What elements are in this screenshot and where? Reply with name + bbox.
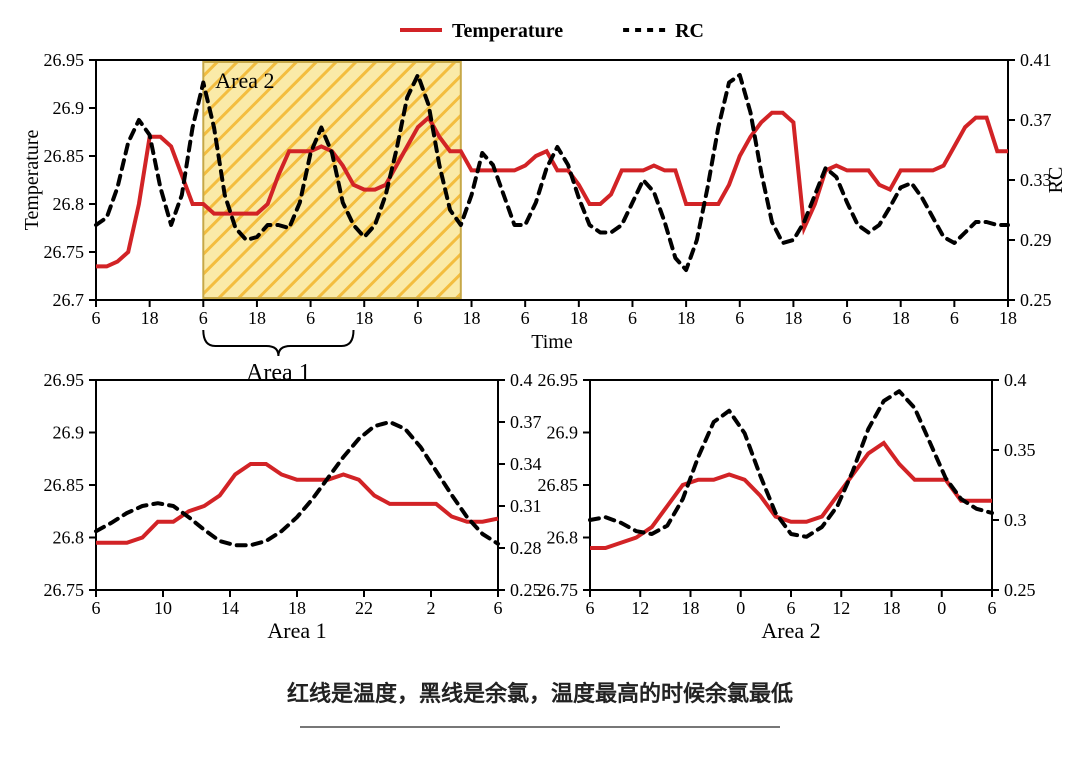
svg-text:Area 2: Area 2: [761, 618, 820, 643]
svg-text:26.8: 26.8: [547, 528, 579, 548]
svg-text:6: 6: [306, 308, 315, 328]
svg-text:26.9: 26.9: [53, 423, 85, 443]
svg-text:0.31: 0.31: [510, 496, 542, 516]
svg-text:26.75: 26.75: [44, 580, 85, 600]
caption-underline: [300, 726, 780, 728]
svg-text:0.4: 0.4: [510, 370, 533, 390]
svg-text:26.9: 26.9: [53, 98, 85, 118]
svg-text:0.25: 0.25: [1020, 290, 1052, 310]
svg-text:26.8: 26.8: [53, 528, 85, 548]
svg-text:Temperature: Temperature: [21, 129, 43, 230]
svg-text:0.37: 0.37: [1020, 110, 1052, 130]
svg-text:18: 18: [248, 308, 266, 328]
svg-text:10: 10: [154, 598, 172, 618]
svg-text:0.29: 0.29: [1020, 230, 1052, 250]
svg-text:0.37: 0.37: [510, 412, 542, 432]
svg-text:18: 18: [288, 598, 306, 618]
svg-text:26.75: 26.75: [538, 580, 579, 600]
svg-text:18: 18: [999, 308, 1017, 328]
svg-text:18: 18: [355, 308, 373, 328]
svg-text:6: 6: [950, 308, 959, 328]
svg-text:18: 18: [141, 308, 159, 328]
svg-text:26.75: 26.75: [44, 242, 85, 262]
svg-text:Time: Time: [531, 331, 573, 353]
svg-text:6: 6: [413, 308, 422, 328]
legend: Temperature RC: [400, 20, 704, 42]
svg-text:0.25: 0.25: [1004, 580, 1036, 600]
svg-text:26.85: 26.85: [44, 475, 85, 495]
svg-text:26.95: 26.95: [538, 370, 579, 390]
svg-text:Area 2: Area 2: [215, 68, 274, 93]
svg-text:18: 18: [463, 308, 481, 328]
svg-text:26.95: 26.95: [44, 370, 85, 390]
svg-text:22: 22: [355, 598, 373, 618]
svg-text:18: 18: [677, 308, 695, 328]
svg-text:18: 18: [883, 598, 901, 618]
svg-text:6: 6: [586, 598, 595, 618]
svg-text:2: 2: [427, 598, 436, 618]
svg-text:0.41: 0.41: [1020, 50, 1052, 70]
svg-text:0: 0: [736, 598, 745, 618]
svg-text:6: 6: [494, 598, 503, 618]
svg-text:6: 6: [92, 308, 101, 328]
svg-text:18: 18: [892, 308, 910, 328]
svg-text:26.95: 26.95: [44, 50, 85, 70]
svg-text:Temperature: Temperature: [452, 20, 563, 42]
svg-text:RC: RC: [1045, 167, 1067, 194]
svg-text:6: 6: [735, 308, 744, 328]
svg-text:0.28: 0.28: [510, 538, 542, 558]
svg-text:6: 6: [628, 308, 637, 328]
caption-text: 红线是温度，黑线是余氯，温度最高的时候余氯最低: [0, 676, 1080, 708]
svg-text:26.85: 26.85: [538, 475, 579, 495]
svg-text:18: 18: [784, 308, 802, 328]
svg-text:RC: RC: [675, 20, 704, 42]
svg-text:6: 6: [988, 598, 997, 618]
svg-text:14: 14: [221, 598, 239, 618]
svg-text:6: 6: [787, 598, 796, 618]
svg-text:6: 6: [521, 308, 530, 328]
svg-text:26.9: 26.9: [547, 423, 579, 443]
svg-text:0.35: 0.35: [1004, 440, 1036, 460]
svg-text:0.3: 0.3: [1004, 510, 1027, 530]
svg-text:12: 12: [832, 598, 850, 618]
svg-text:18: 18: [682, 598, 700, 618]
svg-text:18: 18: [570, 308, 588, 328]
figure-svg: TemperatureRCArea 2618618618618618618618…: [0, 0, 1080, 660]
svg-text:26.7: 26.7: [53, 290, 85, 310]
svg-text:6: 6: [92, 598, 101, 618]
svg-text:0.4: 0.4: [1004, 370, 1027, 390]
svg-text:Area 1: Area 1: [267, 618, 326, 643]
svg-text:26.8: 26.8: [53, 194, 85, 214]
svg-text:0: 0: [937, 598, 946, 618]
svg-text:26.85: 26.85: [44, 146, 85, 166]
svg-text:6: 6: [843, 308, 852, 328]
svg-text:12: 12: [631, 598, 649, 618]
svg-text:Area 1: Area 1: [246, 360, 311, 386]
svg-text:0.34: 0.34: [510, 454, 542, 474]
svg-text:6: 6: [199, 308, 208, 328]
